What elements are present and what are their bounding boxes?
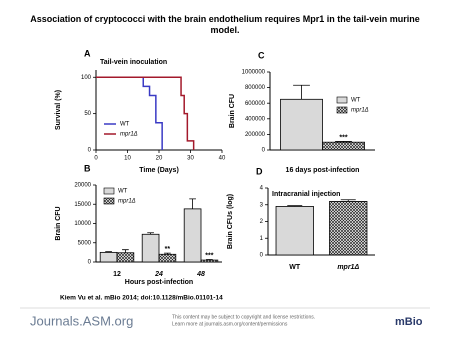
- error-bar: [287, 205, 303, 207]
- bar: [141, 233, 160, 263]
- error-bar: [147, 232, 154, 235]
- x-tick-label: WT: [289, 264, 301, 271]
- x-axis-label: 16 days post-infection: [286, 167, 360, 174]
- y-tick-label: 20000: [74, 183, 91, 189]
- x-tick-label: 48: [196, 271, 205, 278]
- x-tick-label: 12: [113, 271, 121, 278]
- legend-swatch: [336, 106, 348, 114]
- site-logo: Journals.ASM.org: [30, 313, 133, 328]
- figure-title: Association of cryptococci with the brai…: [30, 14, 420, 35]
- bar: [329, 200, 368, 256]
- x-tick-label: 24: [154, 271, 163, 278]
- panel-label: D: [256, 166, 263, 176]
- legend-label: mpr1Δ: [351, 108, 369, 114]
- y-tick-label: 200000: [245, 132, 266, 138]
- annotation: Tail-vein inoculation: [100, 59, 167, 66]
- panel-label: B: [84, 163, 91, 173]
- error-bar: [340, 199, 356, 202]
- error-bar: [206, 259, 213, 261]
- notice: This content may be subject to copyright…: [172, 314, 315, 320]
- y-tick-label: 100: [81, 75, 92, 81]
- bar: [158, 253, 177, 263]
- error-bar: [122, 249, 129, 253]
- panel-label: A: [84, 48, 91, 58]
- annotation: Intracranial injection: [272, 191, 340, 198]
- y-tick-label: 10000: [74, 221, 91, 227]
- y-tick-label: 15000: [74, 202, 91, 208]
- citation: Kiem Vu et al. mBio 2014; doi:10.1128/mB…: [60, 295, 223, 302]
- x-tick-label: 10: [124, 156, 131, 162]
- legend-label: mpr1Δ: [118, 199, 136, 205]
- y-tick-label: 50: [84, 111, 91, 117]
- y-axis-label: Brain CFUs (log): [227, 194, 234, 249]
- x-axis-label: Time (Days): [139, 167, 179, 174]
- y-tick-label: 2: [260, 219, 264, 225]
- y-tick-label: 1000000: [242, 70, 266, 76]
- permissions-link[interactable]: Learn more at journals.asm.org/content/p…: [172, 321, 288, 327]
- y-axis-label: Brain CFU: [55, 206, 62, 240]
- survival-line: [96, 76, 195, 150]
- x-tick-label: 40: [219, 156, 226, 162]
- legend-label: WT: [351, 98, 361, 104]
- bar: [116, 252, 135, 263]
- y-tick-label: 0: [260, 253, 264, 259]
- bar: [280, 98, 323, 151]
- y-tick-label: 4: [260, 186, 264, 192]
- bar: [322, 141, 365, 151]
- y-tick-label: 1: [260, 236, 264, 242]
- significance: **: [165, 246, 171, 253]
- y-tick-label: 0: [88, 260, 92, 266]
- y-tick-label: 400000: [245, 116, 266, 122]
- error-bar: [105, 251, 112, 253]
- legend-swatch: [336, 96, 348, 104]
- bar: [183, 208, 202, 263]
- x-tick-label: 20: [156, 156, 163, 162]
- y-tick-label: 600000: [245, 101, 266, 107]
- y-tick-label: 5000: [78, 240, 92, 246]
- legend-label: WT: [120, 122, 130, 128]
- journal-logo: mBio: [395, 316, 423, 328]
- y-tick-label: 0: [88, 148, 92, 154]
- significance: ***: [339, 134, 347, 141]
- x-tick-label: mpr1Δ: [337, 264, 359, 271]
- error-bar: [164, 252, 171, 255]
- legend-swatch: [103, 187, 115, 195]
- bar: [99, 251, 118, 263]
- x-axis-label: Hours post-infection: [125, 279, 193, 286]
- significance: ***: [205, 252, 213, 259]
- y-tick-label: 3: [260, 202, 264, 208]
- legend-label: mpr1Δ: [120, 132, 138, 138]
- bar: [275, 206, 314, 256]
- error-bar: [189, 198, 196, 209]
- panel-label: C: [258, 50, 265, 60]
- legend-label: WT: [118, 189, 128, 195]
- y-tick-label: 800000: [245, 85, 266, 91]
- error-bar: [293, 84, 310, 100]
- y-axis-label: Brain CFU: [229, 94, 236, 128]
- error-bar: [335, 141, 352, 143]
- x-tick-label: 30: [187, 156, 194, 162]
- x-tick-label: 0: [94, 156, 98, 162]
- y-tick-label: 0: [262, 148, 266, 154]
- y-axis-label: Survival (%): [55, 90, 62, 130]
- legend-swatch: [103, 197, 115, 205]
- bar: [200, 259, 219, 263]
- survival-line: [96, 76, 163, 150]
